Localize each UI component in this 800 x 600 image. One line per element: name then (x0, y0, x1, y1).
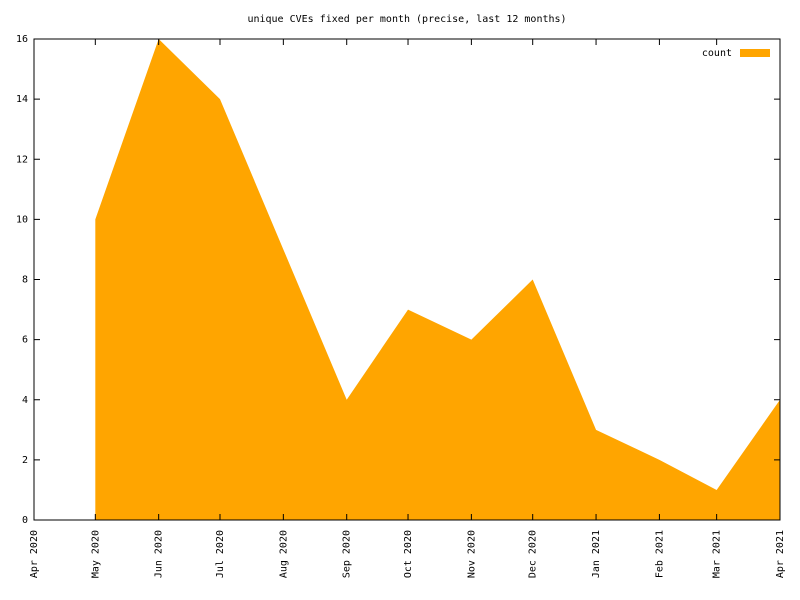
chart-title: unique CVEs fixed per month (precise, la… (247, 14, 566, 25)
x-tick-label: Aug 2020 (278, 530, 289, 578)
x-tick-label: Mar 2021 (712, 530, 723, 578)
y-tick-label: 8 (22, 275, 28, 286)
y-tick-label: 2 (22, 455, 28, 466)
x-tick-label: Jul 2020 (215, 530, 226, 578)
y-tick-label: 16 (16, 34, 28, 45)
y-tick-label: 14 (16, 94, 28, 105)
x-tick-label: May 2020 (90, 530, 101, 578)
legend-label: count (702, 48, 732, 59)
y-tick-label: 10 (16, 214, 28, 225)
y-tick-label: 4 (22, 395, 28, 406)
x-tick-label: Jan 2021 (591, 530, 602, 578)
x-tick-label: Dec 2020 (528, 530, 539, 578)
x-tick-label: Apr 2021 (775, 530, 786, 578)
x-tick-label: Jun 2020 (154, 530, 165, 578)
y-tick-label: 0 (22, 515, 28, 526)
x-tick-label: Oct 2020 (403, 530, 414, 578)
y-tick-label: 12 (16, 154, 28, 165)
x-tick-label: Apr 2020 (29, 530, 40, 578)
legend-swatch (740, 49, 770, 57)
x-tick-label: Feb 2021 (654, 530, 665, 578)
x-tick-label: Nov 2020 (466, 530, 477, 578)
x-tick-label: Sep 2020 (342, 530, 353, 578)
area (95, 39, 781, 520)
y-tick-label: 6 (22, 335, 28, 346)
